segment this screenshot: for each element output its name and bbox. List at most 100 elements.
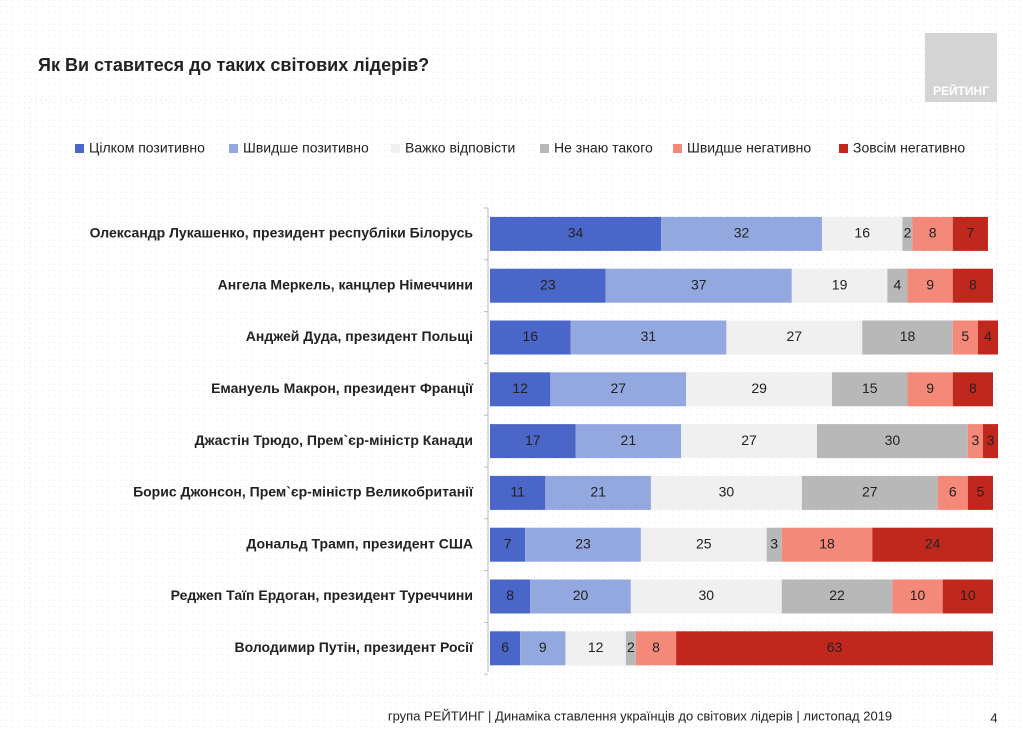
value-label: 25: [696, 535, 712, 551]
bar-segment: [530, 579, 631, 614]
bar-segment: [872, 527, 993, 562]
bar-segment: [982, 424, 999, 459]
bar-segment: [490, 372, 551, 407]
bar-segment: [661, 216, 822, 251]
bar-segment: [801, 475, 938, 510]
value-label: 30: [885, 432, 901, 448]
value-label: 2: [627, 639, 635, 655]
bar-segment: [952, 372, 993, 407]
bar-segment: [686, 372, 833, 407]
value-label: 3: [770, 535, 778, 551]
bar-segment: [605, 268, 792, 303]
category-label: Ангела Меркель, канцлер Німеччини: [218, 276, 473, 292]
bar-segment: [862, 320, 953, 355]
page-number: 4: [990, 710, 997, 725]
bar-segment: [575, 424, 682, 459]
value-label: 10: [960, 587, 976, 603]
value-label: 18: [819, 535, 835, 551]
value-label: 5: [977, 484, 985, 500]
value-label: 37: [691, 276, 707, 292]
value-label: 12: [588, 639, 604, 655]
bar-segment: [550, 372, 687, 407]
bar-segment: [545, 475, 651, 510]
category-label: Джастін Трюдо, Прем`єр-міністр Канади: [195, 432, 473, 448]
value-label: 30: [719, 484, 735, 500]
value-label: 8: [969, 380, 977, 396]
value-label: 4: [894, 276, 902, 292]
value-label: 12: [512, 380, 528, 396]
chart-title: Як Ви ставитеся до таких світових лідері…: [38, 55, 429, 75]
bar-segment: [781, 527, 873, 562]
bar-segment: [952, 320, 978, 355]
value-label: 30: [699, 587, 715, 603]
bar-segment: [525, 527, 641, 562]
value-label: 23: [575, 535, 591, 551]
legend-label: Важко відповісти: [405, 140, 515, 156]
value-label: 34: [568, 225, 584, 241]
bar-segment: [640, 527, 767, 562]
value-label: 5: [961, 328, 969, 344]
value-label: 27: [741, 432, 757, 448]
bar-segment: [892, 579, 943, 614]
bar-segment: [490, 320, 571, 355]
bar-segment: [832, 372, 908, 407]
legend-label: Зовсім негативно: [853, 140, 965, 156]
bar-segment: [952, 216, 988, 251]
bar-segment: [967, 475, 993, 510]
bar-segment: [490, 424, 576, 459]
bar-segment: [490, 216, 662, 251]
bar-segment: [490, 527, 526, 562]
value-label: 15: [862, 380, 878, 396]
value-label: 9: [539, 639, 547, 655]
category-label: Олександр Лукашенко, президент республік…: [90, 225, 474, 241]
value-label: 27: [787, 328, 803, 344]
bar-segment: [907, 268, 953, 303]
value-label: 2: [904, 225, 912, 241]
bar-segment: [490, 268, 606, 303]
value-label: 11: [510, 484, 525, 500]
bar-segment: [791, 268, 888, 303]
legend-label: Не знаю такого: [554, 140, 653, 156]
bar-segment: [907, 372, 953, 407]
value-label: 20: [573, 587, 589, 603]
value-label: 16: [522, 328, 538, 344]
bar-segment: [570, 320, 727, 355]
bar-segment: [490, 631, 521, 666]
bar-segment: [937, 475, 968, 510]
category-label: Анджей Дуда, президент Польщі: [246, 328, 473, 344]
value-label: 8: [929, 225, 937, 241]
value-label: 4: [984, 328, 992, 344]
legend-swatch: [673, 144, 682, 153]
value-label: 16: [854, 225, 870, 241]
value-label: 6: [501, 639, 509, 655]
category-label: Дональд Трамп, президент США: [246, 535, 473, 551]
value-label: 6: [949, 484, 957, 500]
legend-swatch: [229, 144, 238, 153]
value-label: 63: [827, 639, 843, 655]
bar-segment: [676, 631, 993, 666]
category-label: Емануель Макрон, президент Франції: [211, 380, 474, 396]
value-label: 21: [621, 432, 637, 448]
legend-label: Швидше негативно: [687, 140, 811, 156]
logo-box: [925, 33, 997, 102]
chart-frame: [29, 99, 998, 696]
bar-segment: [952, 268, 993, 303]
bar-segment: [912, 216, 953, 251]
value-label: 3: [971, 432, 979, 448]
value-label: 29: [751, 380, 767, 396]
category-label: Реджеп Таїп Ердоган, президент Туреччини: [171, 587, 473, 603]
value-label: 7: [504, 535, 512, 551]
bar-segment: [565, 631, 626, 666]
bar-segment: [887, 268, 908, 303]
bar-segment: [625, 631, 636, 666]
bar-segment: [490, 475, 546, 510]
bar-segment: [781, 579, 893, 614]
value-label: 19: [832, 276, 848, 292]
legend-swatch: [839, 144, 848, 153]
value-label: 17: [525, 432, 541, 448]
bar-segment: [977, 320, 999, 355]
value-label: 31: [641, 328, 657, 344]
legend-label: Цілком позитивно: [89, 140, 205, 156]
value-label: 10: [910, 587, 926, 603]
